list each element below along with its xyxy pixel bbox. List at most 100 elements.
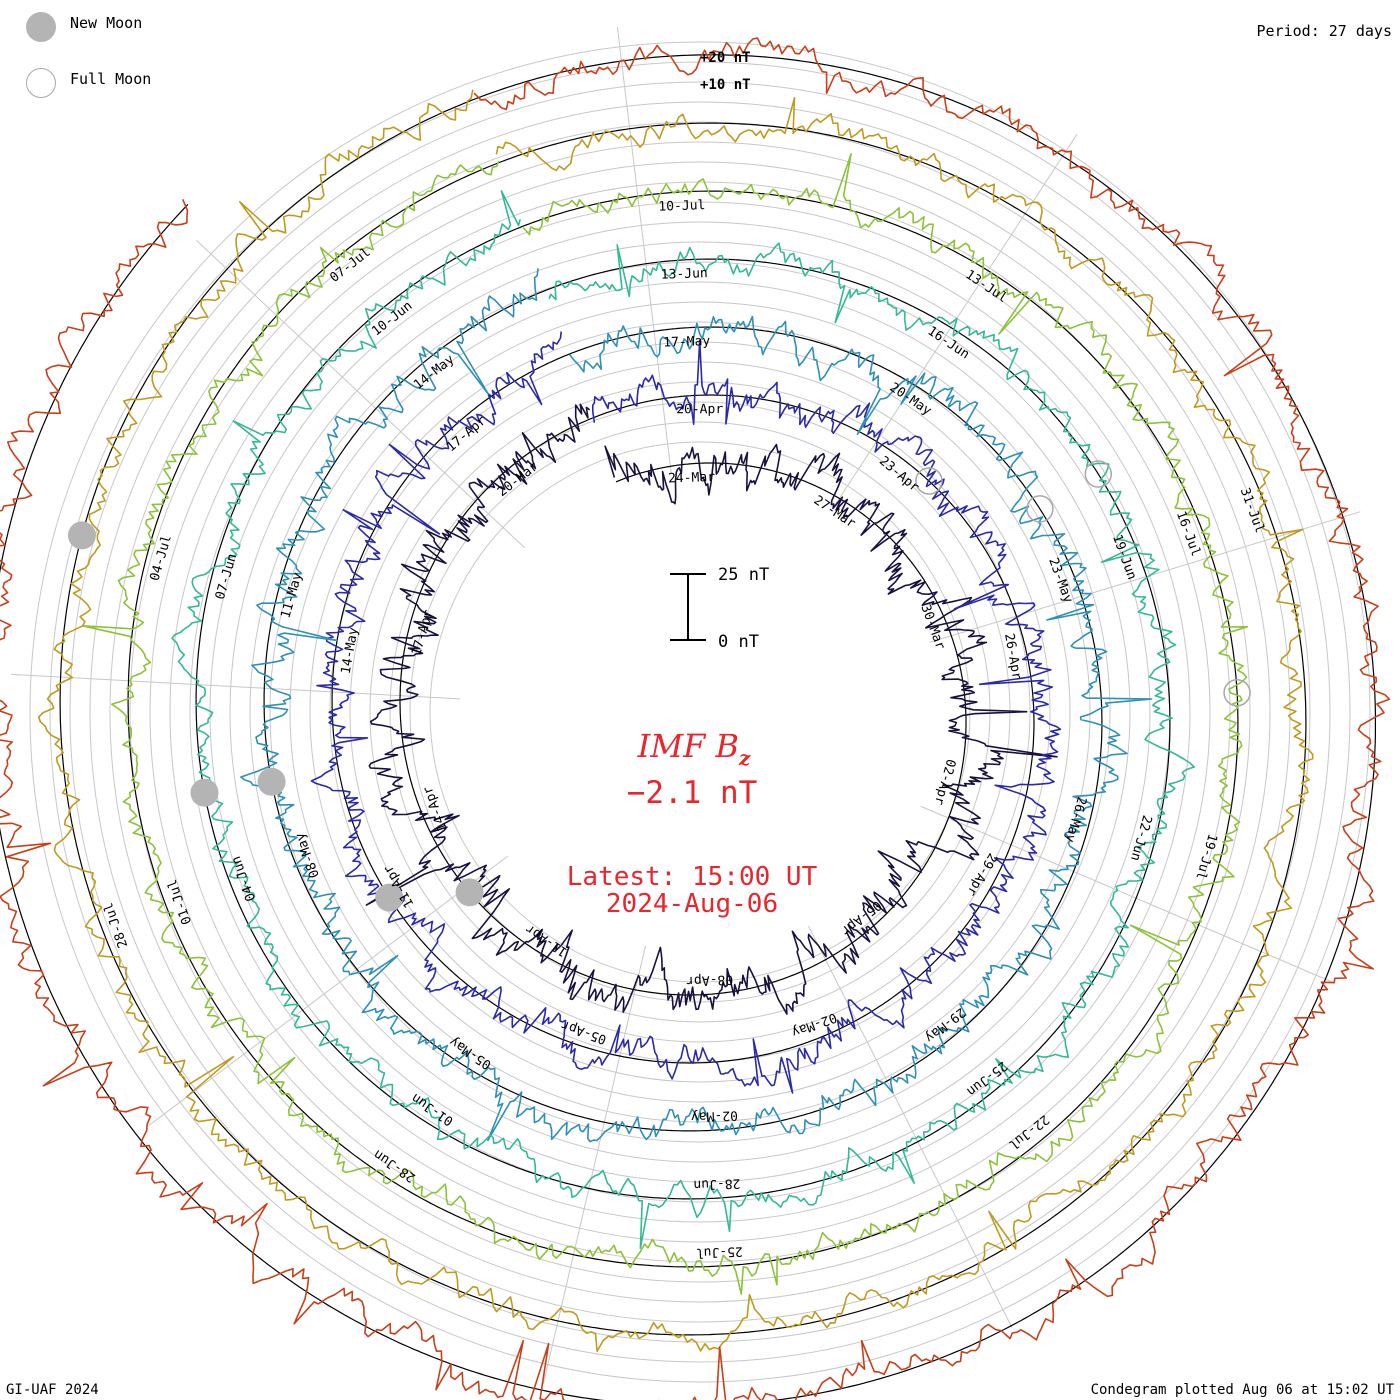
grid-spoke (920, 805, 1335, 984)
grid-spoke (830, 133, 1078, 512)
full-moon-marker (1223, 678, 1251, 707)
date-label: 30-Mar (917, 602, 947, 651)
date-label: 10-Jul (658, 198, 705, 215)
center-date: 2024-Aug-06 (606, 889, 778, 919)
date-label: 26-Apr (1001, 632, 1024, 681)
new-moon-marker (67, 521, 96, 550)
grid-circle (329, 341, 1071, 1083)
date-label: 02-Apr (931, 757, 958, 806)
scale-second-label: +10 nT (700, 77, 751, 93)
baseline-ring-0 (399, 417, 967, 996)
center-readout: IMF Bz −2.1 nT Latest: 15:00 UT 2024-Aug… (567, 727, 818, 919)
moon-legend: New Moon Full Moon (26, 12, 206, 112)
baseline-ring-2 (263, 289, 1103, 1132)
date-label: 02-May (789, 1009, 838, 1039)
footer-plotted: Condegram plotted Aug 06 at 15:02 UT (1090, 1382, 1394, 1398)
spokes (10, 26, 1361, 1385)
legend-new-moon: New Moon (26, 12, 142, 42)
grid-circle (189, 201, 1211, 1223)
date-label: 14-May (339, 626, 362, 675)
grid-spoke (196, 239, 526, 549)
date-label: 25-Jul (696, 1243, 743, 1260)
bz-trace-ring-6 (0, 37, 1391, 1400)
date-label: 13-Jun (661, 266, 708, 283)
grid-spoke (147, 855, 509, 1127)
date-label: 29-May (922, 1004, 968, 1045)
legend-full-moon-label: Full Moon (70, 70, 152, 88)
date-label: 08-Apr (686, 971, 734, 988)
full-moon-icon (26, 68, 56, 98)
date-label: 24-Mar (668, 470, 716, 487)
date-label: 28-Jun (693, 1175, 740, 1192)
grid-circle (69, 81, 1331, 1343)
grid-circle (269, 281, 1131, 1143)
new-moon-marker (257, 767, 286, 796)
date-label: 11-May (278, 571, 305, 620)
date-label: 07-Jun (213, 552, 240, 601)
baseline-ring-5 (59, 98, 1307, 1336)
scale-top-label: +20 nT (700, 50, 751, 66)
date-label: 20-Apr (676, 402, 723, 417)
center-title: IMF Bz (637, 727, 751, 770)
scale-bar-bottom-label: 0 nT (718, 632, 759, 652)
scale-bar: 25 nT 0 nT (670, 565, 769, 652)
grid-circle (389, 401, 1011, 1023)
bz-trace-ring-5 (37, 89, 1314, 1352)
legend-new-moon-label: New Moon (70, 14, 143, 32)
moon-markers (67, 460, 1251, 912)
bz-trace-ring-1 (310, 331, 1062, 1094)
grid-circle (369, 381, 1031, 1043)
grid-circle (429, 441, 971, 983)
center-value: −2.1 nT (627, 775, 758, 811)
grid-spoke (10, 673, 461, 700)
grid-circle (109, 121, 1291, 1303)
period-label: Period: 27 days (1256, 22, 1392, 40)
new-moon-marker (190, 778, 219, 807)
bz-trace-ring-3 (171, 190, 1195, 1249)
grid-circle (289, 301, 1111, 1123)
new-moon-marker (455, 878, 484, 907)
grid-circle (29, 41, 1371, 1383)
grid-circle (129, 141, 1271, 1283)
footer-credit: GI-UAF 2024 (6, 1382, 99, 1398)
grid-circle (89, 101, 1311, 1323)
center-latest: Latest: 15:00 UT (567, 862, 818, 892)
traces (0, 37, 1391, 1400)
bz-trace-ring-2 (240, 268, 1153, 1143)
grid-spoke (808, 925, 1013, 1328)
scale-bar-top-label: 25 nT (718, 565, 769, 585)
date-label: 19-Jul (1192, 832, 1219, 881)
date-label: 08-May (293, 830, 323, 879)
legend-full-moon: Full Moon (26, 68, 151, 98)
grid-circle (49, 61, 1351, 1363)
full-moon-marker (1026, 495, 1054, 523)
date-label: 14-Apr (420, 784, 450, 833)
new-moon-marker (375, 883, 404, 912)
grid-circle (209, 221, 1191, 1203)
baseline-ring-3 (195, 225, 1171, 1200)
grid-circle (169, 181, 1231, 1243)
grid-circle (229, 241, 1171, 1183)
date-label: 02-May (691, 1107, 739, 1124)
grid-spoke (929, 511, 1361, 643)
center-title-main: IMF B (637, 727, 739, 765)
date-label: 23-Apr (876, 454, 922, 496)
date-label: 22-Jul (1005, 1111, 1051, 1152)
baseline-ring-4 (127, 161, 1239, 1268)
full-moon-marker (915, 467, 943, 495)
date-label: 17-Apr (444, 413, 490, 455)
baseline-ring-1 (331, 353, 1035, 1064)
date-label: 22-Jun (1127, 813, 1154, 862)
bz-trace-ring-0 (365, 403, 1058, 1015)
grid-spoke (542, 945, 646, 1385)
date-label: 17-May (663, 334, 711, 351)
date-label: 28-Jul (101, 900, 131, 949)
date-label: 11-Apr (523, 920, 570, 959)
grid-circle (149, 161, 1251, 1263)
date-label: 07-Jul (327, 245, 373, 286)
grid-circle (309, 321, 1091, 1103)
bz-trace-ring-4 (81, 153, 1248, 1295)
grid-circle (249, 261, 1151, 1163)
center-title-subscript: z (738, 746, 751, 770)
